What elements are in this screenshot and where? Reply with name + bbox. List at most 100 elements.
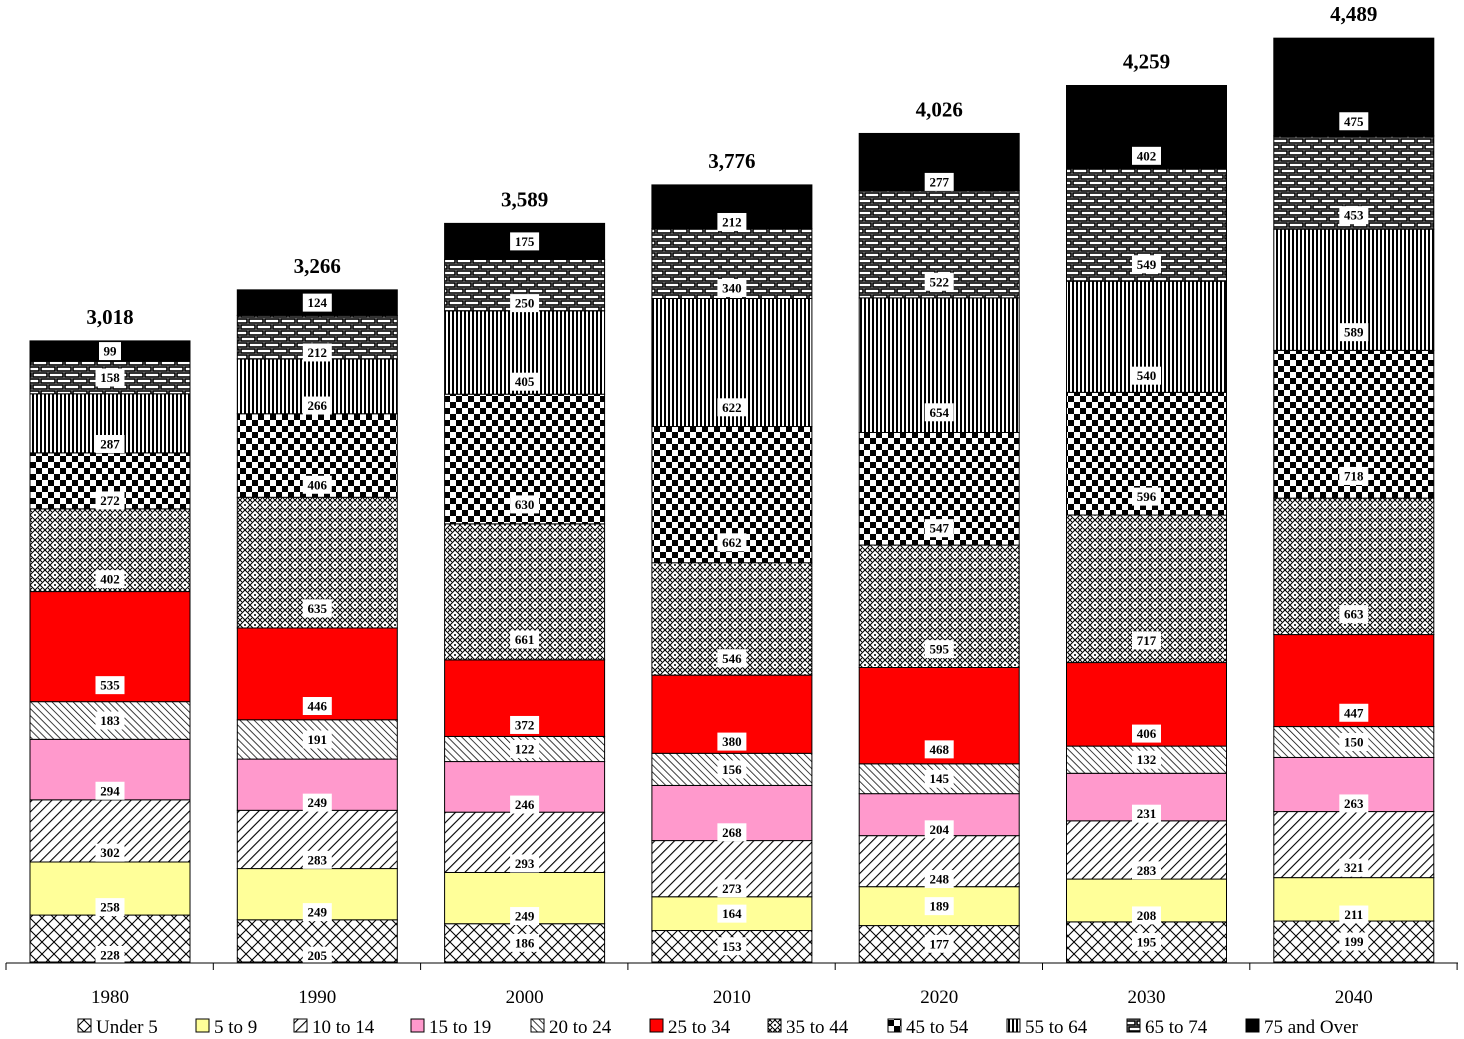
data-label-text: 153 [722, 939, 742, 954]
data-label-text: 402 [1137, 148, 1157, 163]
data-label: 654 [924, 403, 954, 422]
x-tick-label-1980: 1980 [91, 987, 129, 1008]
data-label-bg [302, 946, 332, 965]
data-label-text: 231 [1137, 806, 1157, 821]
legend-swatch [530, 1018, 545, 1033]
data-label-bg [302, 903, 332, 922]
data-label-bg [302, 475, 332, 494]
data-label-text: 287 [100, 436, 120, 451]
data-label: 145 [924, 769, 954, 788]
data-label-text: 191 [308, 732, 328, 747]
data-label-text: 263 [1344, 796, 1364, 811]
data-label: 175 [510, 232, 540, 251]
data-label-text: 547 [929, 521, 949, 536]
data-label: 549 [1132, 255, 1161, 274]
bar-stack-2010: 153 164 273 268 156 380 546 662 622 340 212 3,776 [651, 149, 813, 963]
data-label-bg [924, 272, 954, 291]
data-label-bg [717, 649, 747, 668]
data-label-bg [924, 897, 954, 916]
data-label-bg [717, 760, 747, 779]
bar-segment-75-and-over-2030 [1066, 84, 1227, 169]
data-label: 122 [510, 739, 540, 758]
legend-label: 5 to 9 [214, 1017, 257, 1038]
data-label-bg [924, 172, 954, 191]
data-label-bg [924, 403, 954, 422]
data-label: 447 [1339, 703, 1369, 722]
data-label-bg [924, 519, 954, 538]
data-label-text: 189 [929, 899, 949, 914]
x-tick-label-2030: 2030 [1128, 987, 1166, 1008]
data-label: 164 [717, 904, 747, 923]
data-label: 402 [1132, 146, 1161, 165]
data-label: 124 [302, 293, 332, 312]
data-label-bg [302, 793, 332, 812]
data-label: 208 [1132, 906, 1161, 925]
data-label-text: 321 [1344, 860, 1364, 875]
legend-item-65-to-74: 65 to 74 [1126, 1017, 1208, 1038]
data-label: 191 [302, 730, 332, 749]
data-label-bg [924, 934, 954, 953]
data-label-text: 164 [722, 906, 742, 921]
data-label-text: 175 [515, 234, 535, 249]
data-label-bg [302, 293, 332, 312]
data-label-text: 158 [100, 370, 120, 385]
x-tick-label-2000: 2000 [506, 987, 544, 1008]
data-label-text: 630 [515, 497, 535, 512]
data-label-text: 294 [100, 783, 120, 798]
bars-layer: 228 258 302 294 183 535 402 272 287 158 99 3,018 205… [29, 2, 1435, 965]
data-label-text: 540 [1137, 368, 1157, 383]
legend-item-under-5: Under 5 [77, 1017, 158, 1038]
data-label: 277 [924, 172, 954, 191]
data-label-text: 212 [308, 345, 328, 360]
data-label-bg [302, 850, 332, 869]
data-label: 153 [717, 937, 747, 956]
legend-label: 65 to 74 [1145, 1017, 1208, 1038]
data-label-bg [1132, 146, 1161, 165]
total-label-1990: 3,266 [294, 254, 341, 278]
total-label-2040: 4,489 [1330, 2, 1377, 26]
data-label-text: 150 [1344, 734, 1364, 749]
data-label-text: 717 [1137, 633, 1157, 648]
data-label-bg [510, 795, 540, 814]
bar-segment-35-to-44-1990 [236, 496, 398, 629]
data-label-bg [1132, 487, 1161, 506]
data-label-text: 258 [100, 900, 120, 915]
legend-item-15-to-19: 15 to 19 [410, 1017, 491, 1038]
data-label-text: 302 [100, 845, 120, 860]
data-label: 589 [1339, 323, 1369, 342]
data-label: 186 [510, 933, 540, 952]
data-label-bg [717, 937, 747, 956]
data-label-bg [95, 434, 125, 453]
bar-stack-1990: 205 249 283 249 191 446 635 406 266 212 124 3,266 [236, 254, 398, 965]
data-label: 540 [1132, 366, 1161, 385]
data-label: 211 [1339, 905, 1369, 924]
bar-stack-2000: 186 249 293 246 122 372 661 630 405 250 175 3,589 [444, 187, 606, 963]
legend-swatch [1245, 1018, 1260, 1033]
data-label-bg [717, 398, 747, 417]
data-label: 475 [1339, 112, 1369, 131]
data-label: 231 [1132, 804, 1161, 823]
data-label-text: 212 [722, 214, 742, 229]
data-label-bg [510, 372, 540, 391]
bar-stack-2040: 199 211 321 263 150 447 663 718 589 453 475 4,489 [1273, 2, 1435, 963]
data-label-text: 340 [722, 281, 742, 296]
data-label-bg [1132, 932, 1161, 951]
data-label: 302 [95, 843, 125, 862]
data-label-bg [1339, 323, 1369, 342]
legend-label: 45 to 54 [906, 1017, 969, 1038]
data-label: 661 [510, 630, 540, 649]
data-label: 177 [924, 934, 954, 953]
data-label-text: 663 [1344, 607, 1364, 622]
data-label-text: 204 [929, 822, 949, 837]
data-label-bg [717, 904, 747, 923]
data-label-bg [302, 396, 332, 415]
data-label-bg [924, 740, 954, 759]
data-label: 156 [717, 760, 747, 779]
legend-item-75-and-over: 75 and Over [1245, 1017, 1359, 1038]
data-label-bg [924, 820, 954, 839]
data-label-text: 156 [722, 762, 742, 777]
data-label-bg [717, 732, 747, 751]
data-label: 195 [1132, 932, 1161, 951]
data-label: 535 [95, 676, 125, 695]
data-label-bg [717, 533, 747, 552]
